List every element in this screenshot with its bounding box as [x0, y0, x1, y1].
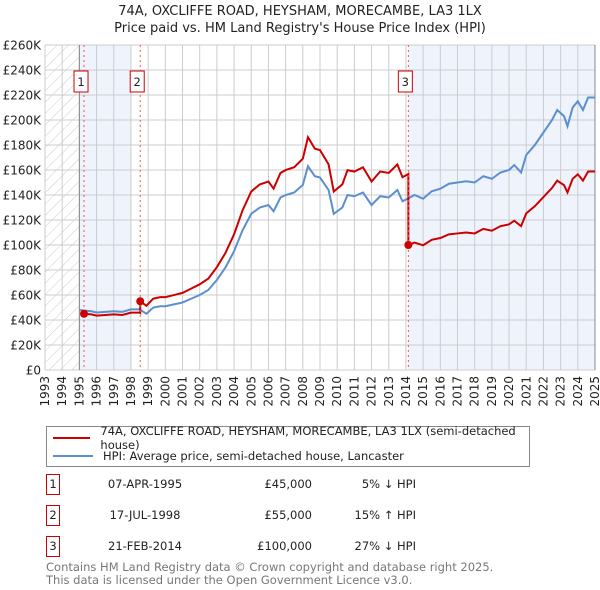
footer: Contains HM Land Registry data © Crown c… — [46, 561, 493, 587]
x-tick-label: 2021 — [519, 376, 533, 407]
x-tick-label: 1994 — [55, 376, 69, 407]
sale-number-badge: 2 — [46, 505, 60, 526]
legend-label-hpi: HPI: Average price, semi-detached house,… — [103, 449, 404, 463]
sale-price: £100,000 — [257, 539, 312, 553]
y-tick-label: £100K — [3, 239, 43, 253]
y-tick-label: £180K — [3, 139, 43, 153]
x-tick-label: 1997 — [107, 376, 121, 407]
y-tick-label: £240K — [3, 64, 43, 78]
x-tick-label: 2004 — [227, 376, 241, 407]
sale-number-badge: 1 — [46, 474, 60, 495]
chart-subtitle: Price paid vs. HM Land Registry's House … — [114, 21, 486, 36]
hpi-line — [79, 96, 595, 316]
x-tick-label: 2015 — [416, 376, 430, 407]
ownership-shade — [408, 45, 595, 370]
x-tick-label: 2008 — [296, 376, 310, 407]
x-tick-label: 1999 — [141, 376, 155, 407]
y-tick-label: £80K — [10, 264, 42, 278]
y-tick-label: £160K — [3, 164, 43, 178]
x-tick-label: 2007 — [279, 376, 293, 407]
y-tick-label: £120K — [3, 214, 43, 228]
y-tick-label: £20K — [10, 339, 42, 353]
x-tick-label: 2023 — [554, 376, 568, 407]
y-tick-label: £200K — [3, 114, 43, 128]
x-tick-label: 1993 — [38, 376, 52, 407]
sale-hpi-diff: 27% ↓ HPI — [354, 539, 416, 553]
sale-label-box — [73, 70, 89, 93]
sale-number-badge: 3 — [46, 536, 60, 557]
sale-point — [136, 297, 145, 306]
sale-hpi-diff: 5% ↓ HPI — [361, 477, 416, 491]
x-tick-label: 2014 — [399, 376, 413, 407]
x-tick-label: 2005 — [244, 376, 258, 407]
sale-label: 3 — [402, 75, 409, 89]
chart-title: 74A, OXCLIFFE ROAD, HEYSHAM, MORECAMBE, … — [118, 4, 482, 19]
x-tick-label: 1996 — [90, 376, 104, 407]
footer-copyright: Contains HM Land Registry data © Crown c… — [46, 560, 494, 574]
x-tick-label: 2003 — [210, 376, 224, 407]
y-tick-label: £140K — [3, 189, 43, 203]
x-tick-label: 2009 — [313, 376, 327, 407]
property-price-line — [83, 134, 595, 317]
legend-swatch-red — [53, 437, 91, 439]
sale-label: 1 — [77, 75, 84, 89]
footer-licence: This data is licensed under the Open Gov… — [46, 573, 413, 587]
y-tick-label: £220K — [3, 89, 43, 103]
x-tick-label: 2017 — [451, 376, 465, 407]
sale-row: 3 21-FEB-2014 £100,000 27% ↓ HPI — [46, 536, 416, 557]
y-tick-label: £0 — [26, 364, 41, 378]
legend-swatch-blue — [53, 455, 93, 457]
sale-date: 07-APR-1995 — [107, 477, 183, 491]
ownership-shade — [79, 45, 131, 370]
sale-point — [404, 241, 413, 249]
x-tick-label: 1998 — [124, 376, 138, 407]
legend: 74A, OXCLIFFE ROAD, HEYSHAM, MORECAMBE, … — [46, 424, 530, 467]
price-chart: 1993 1994 1995 1996 1997 1998 1999 2000 2001 2002… — [3, 39, 600, 407]
x-tick-label: 2016 — [433, 376, 447, 407]
x-tick-label: 2024 — [571, 376, 585, 407]
x-tick-label: 2012 — [365, 376, 379, 407]
x-tick-label: 2018 — [468, 376, 482, 407]
sale-date: 21-FEB-2014 — [108, 539, 182, 553]
x-tick-label: 1995 — [72, 376, 86, 407]
legend-item-hpi: HPI: Average price, semi-detached house,… — [53, 448, 404, 464]
y-tick-label: £260K — [3, 39, 43, 53]
x-tick-label: 2006 — [261, 376, 275, 407]
sale-label-box — [397, 70, 413, 93]
sale-date: 17-JUL-1998 — [109, 508, 181, 522]
x-tick-label: 2010 — [330, 376, 344, 407]
sale-label: 2 — [134, 75, 141, 89]
sale-label-box — [129, 70, 145, 93]
sale-price: £55,000 — [264, 508, 312, 522]
y-tick-label: £60K — [10, 289, 42, 303]
x-tick-label: 2001 — [176, 376, 190, 407]
x-tick-label: 2020 — [502, 376, 516, 407]
x-tick-label: 2019 — [485, 376, 499, 407]
x-tick-label: 2022 — [536, 376, 550, 407]
sale-row: 1 07-APR-1995 £45,000 5% ↓ HPI — [46, 474, 416, 495]
x-tick-label: 2025 — [588, 376, 600, 407]
x-tick-label: 2002 — [193, 376, 207, 407]
y-tick-label: £40K — [10, 314, 42, 328]
x-tick-label: 2000 — [158, 376, 172, 407]
x-tick-label: 2013 — [382, 376, 396, 407]
legend-label-property: 74A, OXCLIFFE ROAD, HEYSHAM, MORECAMBE, … — [100, 424, 516, 452]
sale-point — [80, 309, 89, 318]
sale-price: £45,000 — [264, 477, 312, 491]
sale-row: 2 17-JUL-1998 £55,000 15% ↑ HPI — [46, 505, 416, 526]
x-tick-label: 2011 — [347, 376, 361, 407]
sale-hpi-diff: 15% ↑ HPI — [354, 508, 416, 522]
legend-item-property: 74A, OXCLIFFE ROAD, HEYSHAM, MORECAMBE, … — [53, 424, 529, 452]
